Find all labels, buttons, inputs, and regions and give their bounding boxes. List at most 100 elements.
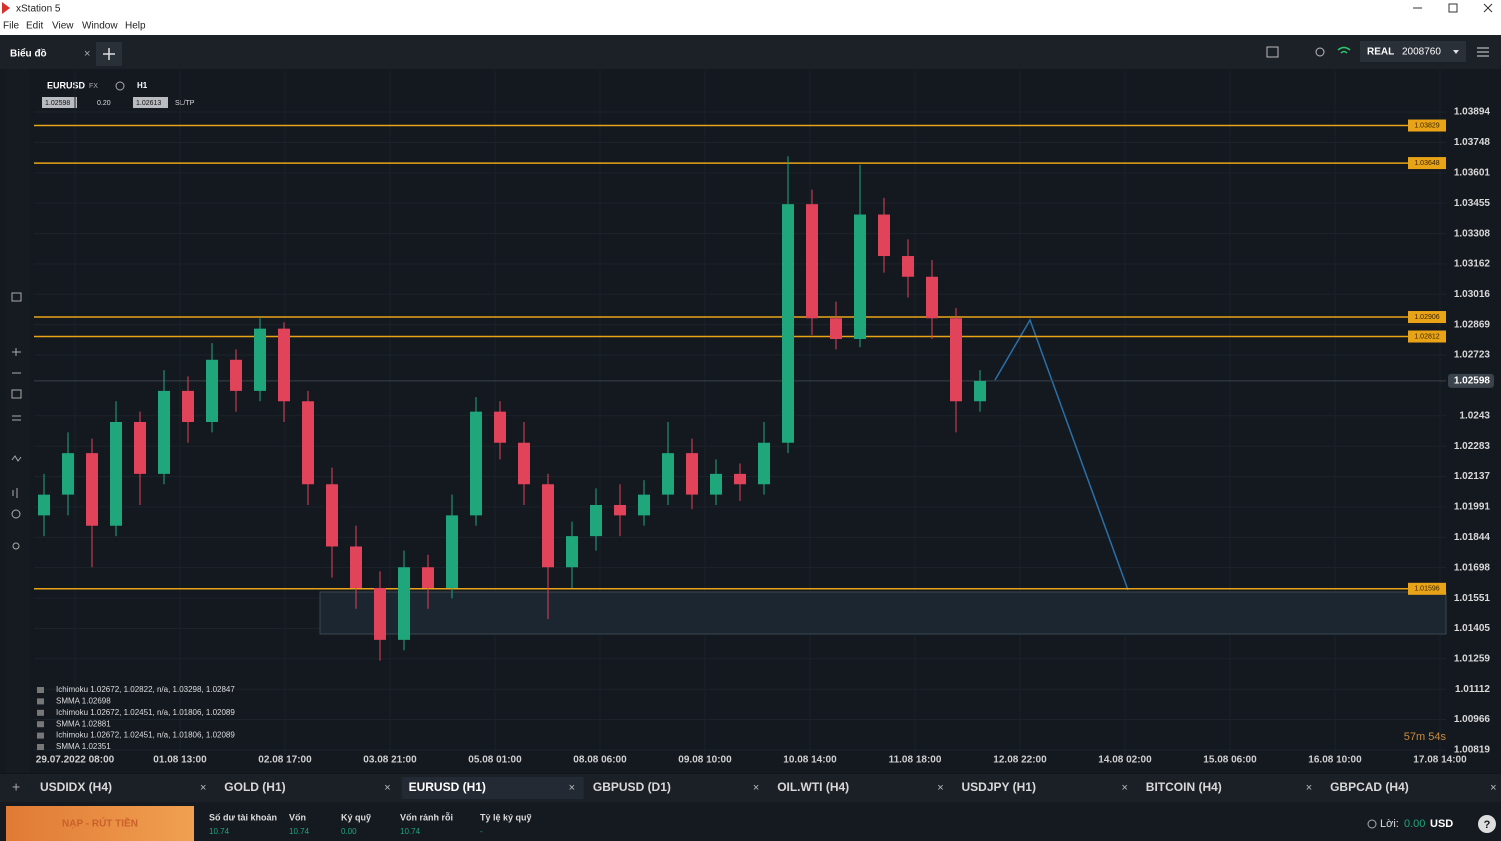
tab-label: GBPCAD (H4) bbox=[1330, 780, 1409, 794]
info-icon[interactable] bbox=[1367, 819, 1377, 829]
indicator-label: Ichimoku 1.02672, 1.02822, n/a, 1.03298,… bbox=[56, 685, 235, 694]
close-button[interactable] bbox=[1483, 3, 1493, 13]
tab-close[interactable]: × bbox=[200, 782, 206, 794]
menu-item[interactable]: File bbox=[3, 21, 20, 32]
chart-tab[interactable] bbox=[585, 777, 768, 799]
deposit-button[interactable] bbox=[6, 806, 194, 841]
level-label-box bbox=[1408, 582, 1446, 595]
indicator-label: Ichimoku 1.02672, 1.02451, n/a, 1.01806,… bbox=[56, 708, 235, 717]
level-label: 1.03648 bbox=[1414, 160, 1439, 167]
x-tick-label: 08.08 06:00 bbox=[573, 755, 627, 766]
candle-body bbox=[278, 328, 290, 402]
menu-item[interactable]: View bbox=[52, 21, 74, 32]
chart-tab[interactable] bbox=[1323, 777, 1501, 799]
level-label-box bbox=[1408, 157, 1446, 170]
candle-body bbox=[662, 453, 674, 495]
menu-item[interactable]: Edit bbox=[26, 21, 43, 32]
candle-body bbox=[374, 587, 386, 640]
candle-body bbox=[302, 401, 314, 485]
dropdown-arrow bbox=[1453, 50, 1459, 54]
tab-label: GOLD (H1) bbox=[224, 780, 285, 794]
tab-close[interactable]: × bbox=[1306, 782, 1312, 794]
chart-tab[interactable] bbox=[1138, 777, 1321, 799]
y-tick-label: 1.02723 bbox=[1454, 350, 1491, 361]
y-tick-label: 1.01405 bbox=[1454, 623, 1491, 634]
stat-value: 0.00 bbox=[341, 827, 357, 836]
menu-item[interactable]: Window bbox=[82, 21, 118, 32]
candle-body bbox=[254, 328, 266, 391]
tab-close[interactable]: × bbox=[1490, 782, 1496, 794]
chart-tab[interactable]: Biểu đồ bbox=[10, 48, 47, 60]
close-icon[interactable]: × bbox=[84, 48, 90, 60]
y-tick-label: 1.01112 bbox=[1455, 684, 1490, 695]
tab-close[interactable]: × bbox=[1122, 782, 1128, 794]
chart-tab[interactable] bbox=[217, 777, 400, 799]
y-tick-label: 1.03016 bbox=[1454, 289, 1491, 300]
candle-body bbox=[686, 453, 698, 495]
stat-label: Vốn rảnh rỗi bbox=[400, 812, 453, 822]
candle-body bbox=[230, 359, 242, 391]
candle-body bbox=[422, 567, 434, 588]
y-tick-label: 1.03455 bbox=[1454, 198, 1491, 209]
indicator-label: SMMA 1.02881 bbox=[56, 719, 111, 728]
account-box[interactable] bbox=[1360, 41, 1466, 62]
symbol[interactable]: EURUSD bbox=[47, 80, 86, 90]
info-icon[interactable] bbox=[115, 81, 125, 91]
chart-tab[interactable] bbox=[33, 777, 215, 799]
indicator-label: SMMA 1.02351 bbox=[56, 742, 111, 751]
profit-label: Lời: bbox=[1380, 818, 1399, 830]
x-tick-label: 10.08 14:00 bbox=[783, 755, 837, 766]
candle-body bbox=[326, 484, 338, 547]
footer bbox=[0, 802, 1501, 841]
y-tick-label: 1.0243 bbox=[1459, 410, 1490, 421]
y-tick-label: 1.03308 bbox=[1454, 228, 1491, 239]
candle-body bbox=[638, 494, 650, 516]
indicator-label: SMMA 1.02698 bbox=[56, 697, 111, 706]
tab-close[interactable]: × bbox=[569, 782, 575, 794]
candle-body bbox=[398, 567, 410, 640]
timeframe[interactable]: H1 bbox=[137, 81, 148, 90]
help-button[interactable] bbox=[1478, 815, 1496, 833]
signal-icon bbox=[1337, 46, 1351, 54]
candle-body bbox=[830, 318, 842, 340]
candle-body bbox=[86, 453, 98, 526]
toolbar bbox=[0, 35, 1501, 69]
add-tab[interactable]: + bbox=[12, 779, 20, 795]
candle-body bbox=[734, 473, 746, 485]
stat-label: Vốn bbox=[289, 812, 306, 822]
y-tick-label: 1.03601 bbox=[1454, 167, 1491, 178]
level-label-box bbox=[1408, 330, 1446, 343]
y-tick-label: 1.00966 bbox=[1454, 714, 1491, 725]
candle-body bbox=[134, 422, 146, 474]
x-tick-label: 09.08 10:00 bbox=[678, 755, 732, 766]
y-tick-label: 1.01844 bbox=[1454, 532, 1491, 543]
x-tick-label: 15.08 06:00 bbox=[1203, 755, 1257, 766]
menu-item[interactable]: Help bbox=[125, 21, 146, 32]
candle-body bbox=[974, 380, 986, 402]
app-logo bbox=[2, 2, 10, 14]
maximize-button[interactable] bbox=[1448, 3, 1458, 13]
chart-tab[interactable] bbox=[770, 777, 953, 799]
bid-box[interactable] bbox=[42, 97, 77, 108]
tab-close[interactable]: × bbox=[384, 782, 390, 794]
market: FX bbox=[89, 83, 98, 90]
side-toolbar bbox=[6, 69, 30, 773]
tab-close[interactable]: × bbox=[753, 782, 759, 794]
y-tick-label: 1.01698 bbox=[1454, 562, 1491, 573]
tab-close[interactable]: × bbox=[937, 782, 943, 794]
ask-box[interactable] bbox=[133, 97, 168, 108]
candle-body bbox=[206, 359, 218, 423]
x-tick-label: 12.08 22:00 bbox=[993, 755, 1047, 766]
y-tick-label: 1.02283 bbox=[1454, 441, 1491, 452]
menu-icon[interactable] bbox=[1477, 47, 1489, 57]
tab-label: USDIDX (H4) bbox=[40, 780, 112, 794]
bell-icon[interactable] bbox=[1315, 47, 1325, 57]
sltp[interactable]: SL/TP bbox=[175, 100, 195, 107]
currency: USD bbox=[1430, 818, 1453, 830]
stat-value: 10.74 bbox=[289, 827, 310, 836]
layout-icon[interactable] bbox=[1266, 46, 1279, 58]
chart-tab[interactable] bbox=[401, 777, 584, 799]
chart-tab[interactable] bbox=[954, 777, 1137, 799]
x-tick-label: 01.08 13:00 bbox=[153, 755, 207, 766]
